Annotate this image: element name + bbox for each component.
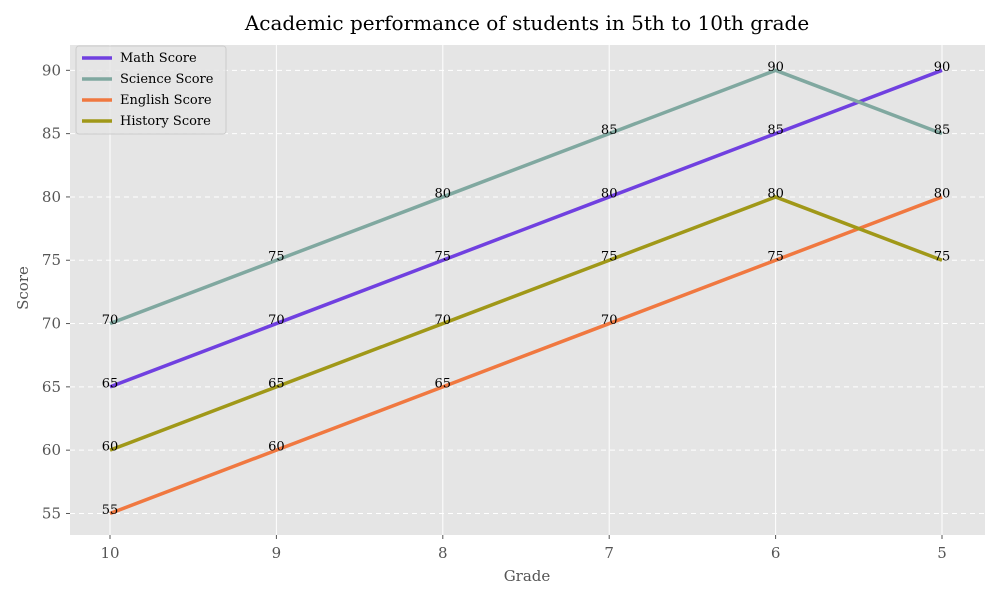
- x-tick-label: 8: [438, 544, 448, 562]
- data-label: 80: [601, 186, 618, 201]
- data-label: 60: [268, 440, 285, 455]
- data-label: 70: [102, 313, 119, 328]
- data-label: 80: [435, 186, 452, 201]
- data-label: 85: [601, 123, 618, 138]
- science-score-line: [109, 68, 943, 326]
- history-score-line: [109, 195, 943, 452]
- data-labels: 70 65 60 55 75 70 65 60 80 75 70 65 85 80 75 70 90 85 80 75…: [102, 60, 951, 518]
- data-label: 75: [601, 250, 618, 265]
- y-tick-label: 55: [42, 504, 61, 522]
- data-label: 65: [268, 376, 285, 391]
- y-tick-label: 85: [42, 125, 61, 143]
- data-label: 75: [767, 250, 784, 265]
- series-lines: [109, 68, 943, 516]
- y-axis-ticks: 55 60 65 70 75 80 85 90: [42, 61, 70, 522]
- data-label: 80: [934, 186, 951, 201]
- data-label: 70: [435, 313, 452, 328]
- legend-entry: History Score: [120, 114, 211, 129]
- data-label: 90: [767, 60, 784, 75]
- x-axis-label: Grade: [504, 567, 551, 585]
- data-label: 75: [435, 250, 452, 265]
- data-label: 85: [767, 123, 784, 138]
- data-label: 90: [934, 60, 951, 75]
- y-tick-label: 65: [42, 378, 61, 396]
- y-tick-label: 80: [42, 188, 61, 206]
- x-tick-label: 6: [771, 544, 781, 562]
- legend-entry: Math Score: [120, 51, 197, 66]
- data-label: 70: [601, 313, 618, 328]
- x-tick-label: 10: [100, 544, 119, 562]
- legend-box: [75, 45, 227, 135]
- x-tick-label: 9: [272, 544, 282, 562]
- data-label: 55: [102, 503, 119, 518]
- y-tick-label: 60: [42, 441, 61, 459]
- legend-entry: Science Score: [120, 72, 214, 87]
- legend-entry: English Score: [120, 93, 212, 108]
- x-tick-label: 7: [604, 544, 614, 562]
- english-score-line: [109, 195, 943, 516]
- data-label: 70: [268, 313, 285, 328]
- y-tick-label: 70: [42, 315, 61, 333]
- x-tick-label: 5: [937, 544, 947, 562]
- math-score-line: [109, 68, 943, 389]
- legend: Math Score Science Score English Score Hist…: [75, 45, 227, 135]
- data-label: 60: [102, 440, 119, 455]
- y-tick-label: 75: [42, 251, 61, 269]
- data-label: 65: [435, 376, 452, 391]
- data-label: 75: [268, 250, 285, 265]
- data-label: 65: [102, 376, 119, 391]
- x-axis-ticks: 10 9 8 7 6 5: [100, 535, 947, 562]
- data-label: 75: [934, 250, 951, 265]
- y-axis-label: Score: [14, 266, 32, 310]
- y-tick-label: 90: [42, 61, 61, 79]
- chart-title: Academic performance of students in 5th …: [244, 11, 809, 35]
- data-label: 85: [934, 123, 951, 138]
- data-label: 80: [767, 186, 784, 201]
